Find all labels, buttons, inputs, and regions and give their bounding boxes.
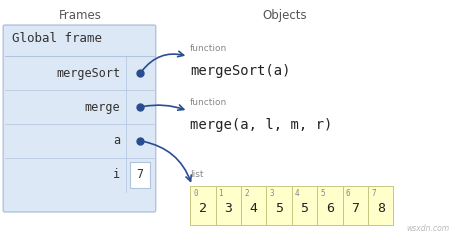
Text: mergeSort: mergeSort bbox=[56, 67, 120, 80]
Bar bbox=[241, 185, 266, 225]
Text: 2: 2 bbox=[199, 202, 207, 215]
Text: Objects: Objects bbox=[262, 9, 307, 22]
Text: 0: 0 bbox=[193, 189, 198, 198]
Text: 7: 7 bbox=[351, 202, 359, 215]
Bar bbox=[343, 185, 368, 225]
Text: wsxdn.com: wsxdn.com bbox=[406, 224, 449, 233]
Text: 3: 3 bbox=[269, 189, 274, 198]
Text: Frames: Frames bbox=[59, 9, 102, 22]
Text: 6: 6 bbox=[326, 202, 334, 215]
Text: 4: 4 bbox=[295, 189, 299, 198]
Text: 8: 8 bbox=[377, 202, 385, 215]
Text: a: a bbox=[113, 134, 120, 147]
Text: 7: 7 bbox=[371, 189, 376, 198]
Text: function: function bbox=[190, 44, 228, 53]
Text: merge(a, l, m, r): merge(a, l, m, r) bbox=[190, 118, 333, 132]
Text: 1: 1 bbox=[218, 189, 223, 198]
Text: function: function bbox=[190, 97, 228, 107]
Text: 5: 5 bbox=[275, 202, 283, 215]
Text: Global frame: Global frame bbox=[12, 32, 101, 45]
Text: mergeSort(a): mergeSort(a) bbox=[190, 64, 291, 78]
Text: list: list bbox=[190, 170, 204, 179]
Text: merge: merge bbox=[85, 101, 120, 114]
Text: i: i bbox=[113, 168, 120, 181]
Text: 5: 5 bbox=[301, 202, 308, 215]
Text: 6: 6 bbox=[345, 189, 350, 198]
FancyBboxPatch shape bbox=[3, 25, 156, 212]
Bar bbox=[266, 185, 292, 225]
Bar bbox=[292, 185, 317, 225]
Text: 3: 3 bbox=[224, 202, 232, 215]
Bar bbox=[368, 185, 393, 225]
Text: 4: 4 bbox=[250, 202, 258, 215]
Bar bbox=[130, 162, 150, 188]
Text: 2: 2 bbox=[244, 189, 249, 198]
Bar bbox=[317, 185, 343, 225]
Text: 5: 5 bbox=[320, 189, 325, 198]
Bar bbox=[190, 185, 216, 225]
Text: 7: 7 bbox=[137, 168, 144, 181]
Bar bbox=[216, 185, 241, 225]
